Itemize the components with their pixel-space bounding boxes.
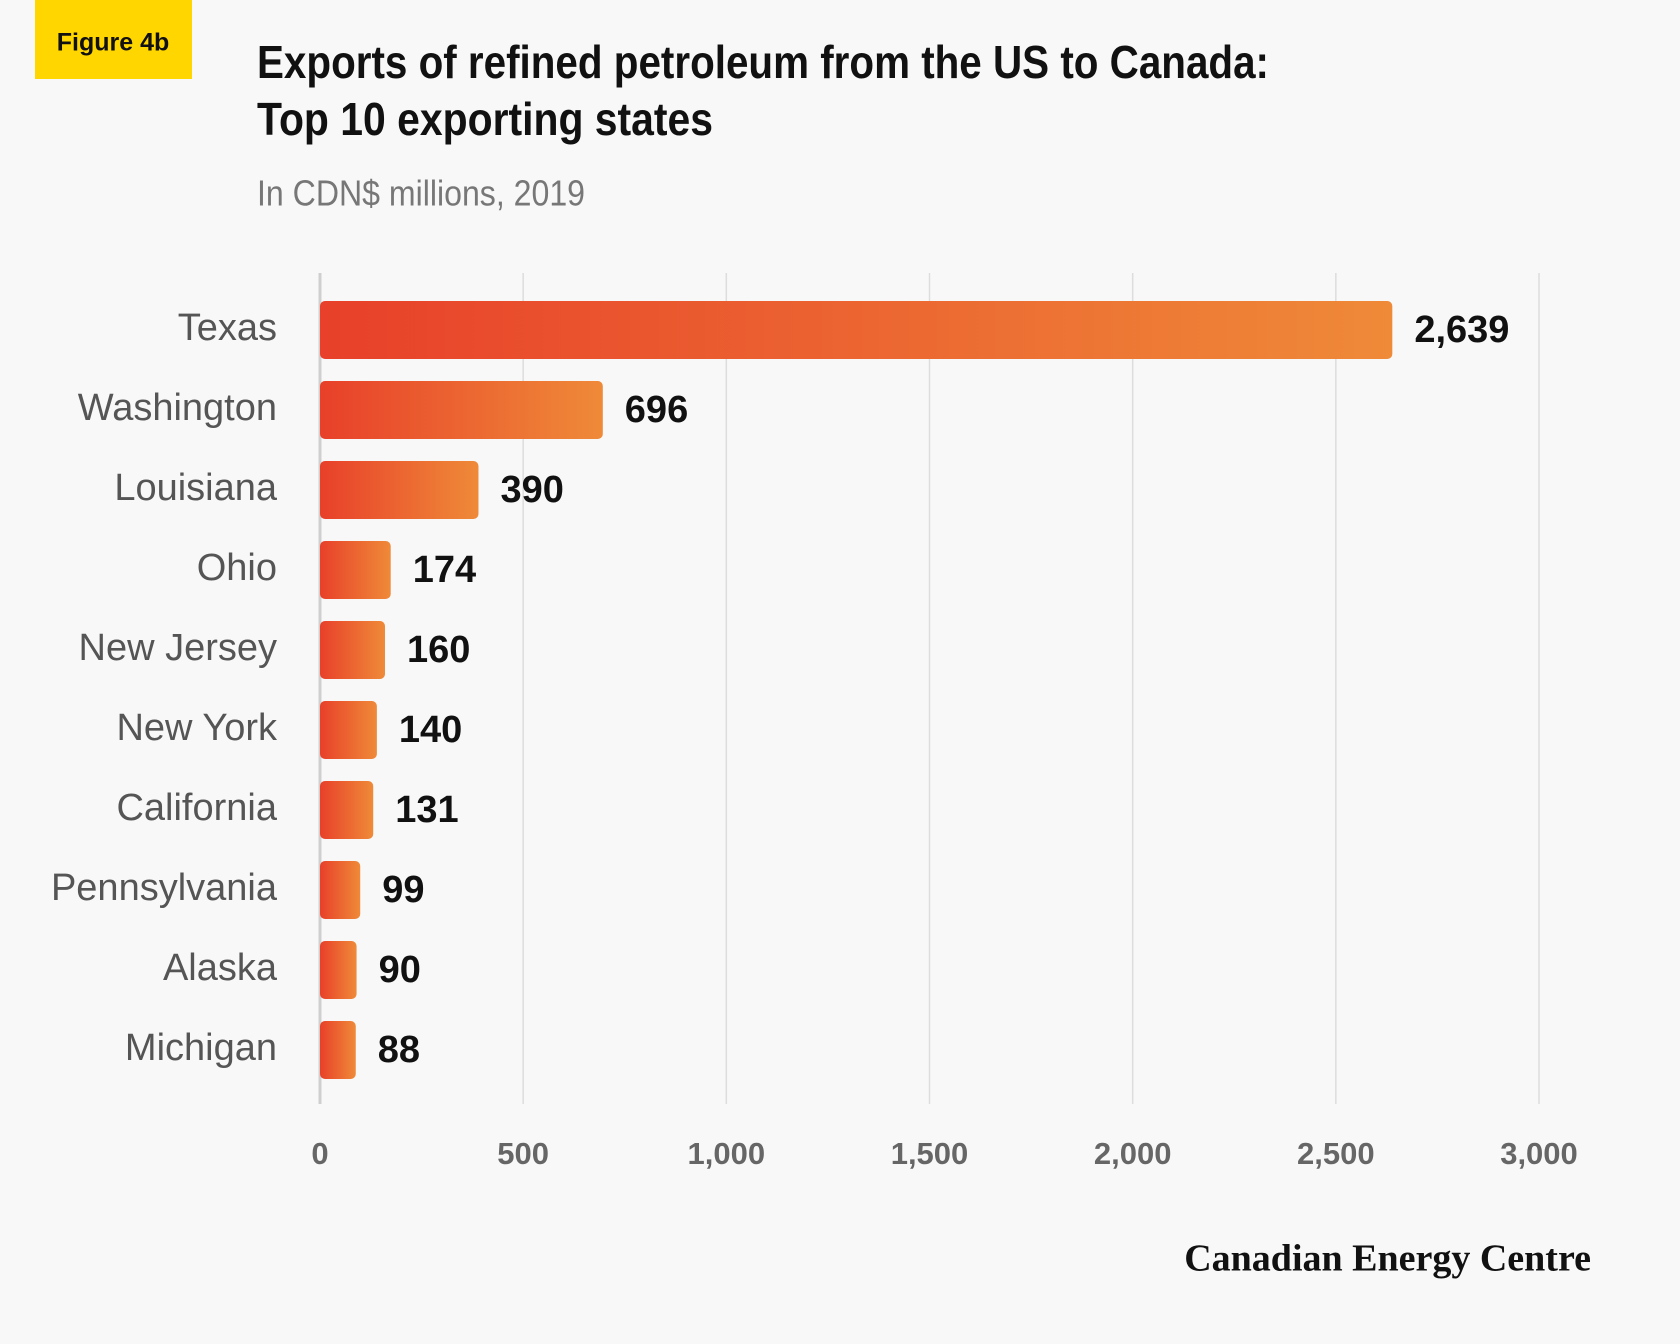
badge-box — [35, 0, 192, 79]
y-tick-label: Alaska — [163, 947, 278, 989]
bar — [320, 541, 391, 599]
badge: Figure 4b — [57, 29, 170, 57]
y-tick-label: California — [116, 787, 277, 829]
value-label: 390 — [500, 469, 563, 511]
bar — [320, 621, 386, 679]
value-label: 88 — [378, 1029, 420, 1071]
x-tick-label: 1,000 — [688, 1136, 766, 1171]
y-tick-label: Louisiana — [114, 467, 278, 509]
value-label: 140 — [399, 709, 462, 751]
x-tick-label: 2,000 — [1094, 1136, 1172, 1171]
bar — [320, 381, 603, 439]
bar — [320, 941, 357, 999]
y-tick-label: Washington — [78, 387, 277, 429]
source: Canadian Energy Centre — [1184, 1238, 1591, 1280]
y-tick-label: Ohio — [197, 547, 277, 589]
value-label: 90 — [379, 949, 421, 991]
value-label: 99 — [382, 869, 424, 911]
x-tick-label: 3,000 — [1500, 1136, 1578, 1171]
y-tick-label: Pennsylvania — [51, 867, 278, 909]
chart-title: Top 10 exporting states — [257, 93, 713, 145]
value-label: 174 — [413, 549, 476, 591]
value-label: 2,639 — [1414, 309, 1509, 351]
y-tick-label: Texas — [178, 307, 277, 349]
bar — [320, 861, 361, 919]
bar — [320, 1021, 356, 1079]
y-tick-label: New Jersey — [79, 627, 278, 669]
x-tick-label: 500 — [497, 1136, 549, 1171]
value-label: 131 — [395, 789, 458, 831]
bar — [320, 461, 479, 519]
y-tick-label: Michigan — [125, 1027, 277, 1069]
value-label: 696 — [625, 389, 688, 431]
bar — [320, 301, 1393, 359]
bar — [320, 781, 374, 839]
x-tick-label: 0 — [311, 1136, 328, 1171]
chart-title: Exports of refined petroleum from the US… — [257, 36, 1269, 88]
bar — [320, 701, 377, 759]
x-tick-label: 2,500 — [1297, 1136, 1375, 1171]
y-tick-label: New York — [116, 707, 278, 749]
x-tick-label: 1,500 — [891, 1136, 969, 1171]
chart-subtitle: In CDN$ millions, 2019 — [257, 173, 585, 214]
value-label: 160 — [407, 629, 470, 671]
